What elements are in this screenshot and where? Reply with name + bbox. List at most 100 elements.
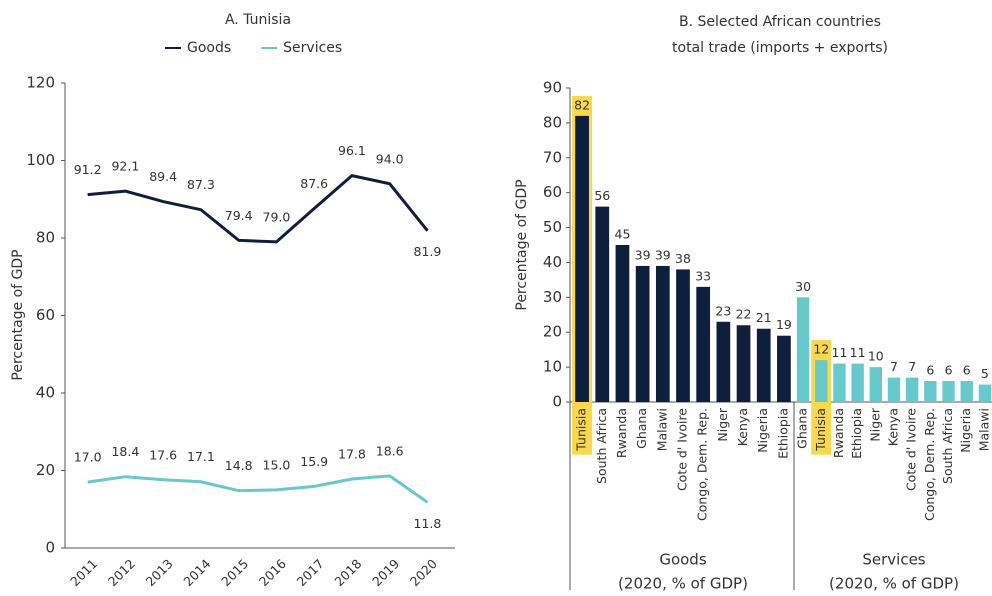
data-label: 45 [615, 227, 631, 242]
x-tick-label: Malawi [976, 408, 991, 451]
x-tick-label: South Africa [594, 408, 609, 484]
x-tick-label: Kenya [735, 408, 750, 446]
bar [635, 265, 650, 402]
x-tick-label: 2015 [218, 556, 251, 589]
data-label: 33 [695, 268, 711, 283]
chart-title: A. Tunisia [225, 12, 291, 28]
data-label: 17.6 [149, 447, 177, 462]
data-label: 7 [890, 359, 898, 374]
y-tick-label: 0 [552, 393, 562, 411]
bar [869, 367, 882, 402]
data-label: 11 [832, 345, 848, 360]
legend-label: Services [283, 40, 342, 56]
data-label: 18.6 [376, 443, 404, 458]
y-tick-label: 60 [543, 183, 562, 201]
y-tick-label: 10 [543, 358, 562, 376]
x-tick-label: Niger [867, 407, 882, 441]
x-tick-label: Tunisia [574, 408, 589, 452]
x-tick-label: Rwanda [831, 408, 846, 458]
data-label: 12 [813, 342, 829, 357]
x-tick-label: Tunisia [813, 408, 828, 452]
data-label: 89.4 [149, 169, 177, 184]
y-tick-label: 20 [36, 461, 55, 479]
bar [942, 381, 955, 402]
bar [906, 377, 919, 402]
bar [676, 269, 690, 402]
group-note: (2020, % of GDP) [829, 575, 959, 593]
bar [887, 377, 901, 402]
bar [575, 115, 589, 403]
data-label: 23 [715, 303, 731, 318]
y-tick-label: 40 [543, 253, 562, 271]
x-tick-label: 2014 [180, 556, 213, 589]
y-tick-label: 20 [543, 323, 562, 341]
x-tick-label: Congo, Dem. Rep. [695, 408, 710, 521]
bar [851, 363, 864, 402]
bar [777, 335, 791, 402]
data-label: 22 [736, 307, 752, 322]
data-label: 10 [868, 349, 884, 364]
data-label: 81.9 [414, 244, 442, 259]
y-tick-label: 60 [36, 306, 55, 324]
data-label: 5 [981, 366, 989, 381]
data-label: 39 [655, 247, 671, 262]
y-tick-label: 100 [26, 151, 55, 169]
x-tick-label: Ghana [634, 408, 649, 449]
y-tick-label: 120 [26, 74, 55, 92]
data-label: 39 [635, 247, 651, 262]
bar [978, 384, 992, 402]
group-label: Services [862, 551, 925, 569]
data-label: 17.8 [338, 447, 366, 462]
data-label: 6 [963, 363, 971, 378]
y-tick-label: 0 [45, 539, 55, 557]
data-label: 79.4 [225, 208, 253, 223]
series-line [87, 474, 429, 504]
data-label: 7 [908, 359, 916, 374]
data-label: 18.4 [111, 444, 139, 459]
x-tick-label: Cote d' Ivoire [675, 408, 690, 491]
y-axis-label: Percentage of GDP [514, 179, 530, 310]
y-tick-label: 80 [543, 113, 562, 131]
y-tick-label: 40 [36, 384, 55, 402]
y-axis-label: Percentage of GDP [10, 249, 26, 380]
x-tick-label: Malawi [654, 408, 669, 451]
data-label: 87.3 [187, 177, 215, 192]
data-label: 6 [945, 363, 953, 378]
x-tick-label: 2013 [143, 556, 176, 589]
series-line [87, 173, 429, 244]
data-label: 14.8 [225, 458, 253, 473]
data-label: 56 [594, 188, 610, 203]
data-label: 96.1 [338, 143, 366, 158]
x-tick-label: 2017 [294, 556, 327, 589]
bar [655, 265, 670, 402]
x-tick-label: Nigeria [755, 408, 770, 453]
x-tick-label: Ghana [795, 408, 810, 449]
bar [924, 381, 937, 402]
bar [615, 245, 630, 402]
x-tick-label: 2012 [105, 556, 138, 589]
data-label: 91.2 [74, 162, 102, 177]
bar [833, 363, 846, 402]
data-label: 79.0 [263, 209, 291, 224]
bar [736, 325, 751, 402]
data-label: 92.1 [111, 159, 139, 174]
bar [595, 206, 610, 402]
x-tick-label: Niger [715, 407, 730, 441]
data-label: 82 [574, 97, 590, 112]
data-label: 15.9 [300, 454, 328, 469]
data-label: 30 [795, 279, 811, 294]
data-label: 17.1 [187, 449, 215, 464]
x-tick-label: Ethiopia [775, 408, 790, 459]
x-tick-label: 2018 [331, 556, 364, 589]
data-label: 17.0 [74, 450, 102, 465]
chart-title: B. Selected African countries [679, 14, 881, 30]
group-label: Goods [659, 551, 706, 569]
x-tick-label: Rwanda [614, 408, 629, 458]
y-tick-label: 30 [543, 288, 562, 306]
data-label: 19 [776, 317, 792, 332]
group-note: (2020, % of GDP) [618, 575, 748, 593]
bar [696, 286, 711, 402]
chart-subtitle: total trade (imports + exports) [672, 40, 888, 56]
x-tick-label: Nigeria [958, 408, 973, 453]
